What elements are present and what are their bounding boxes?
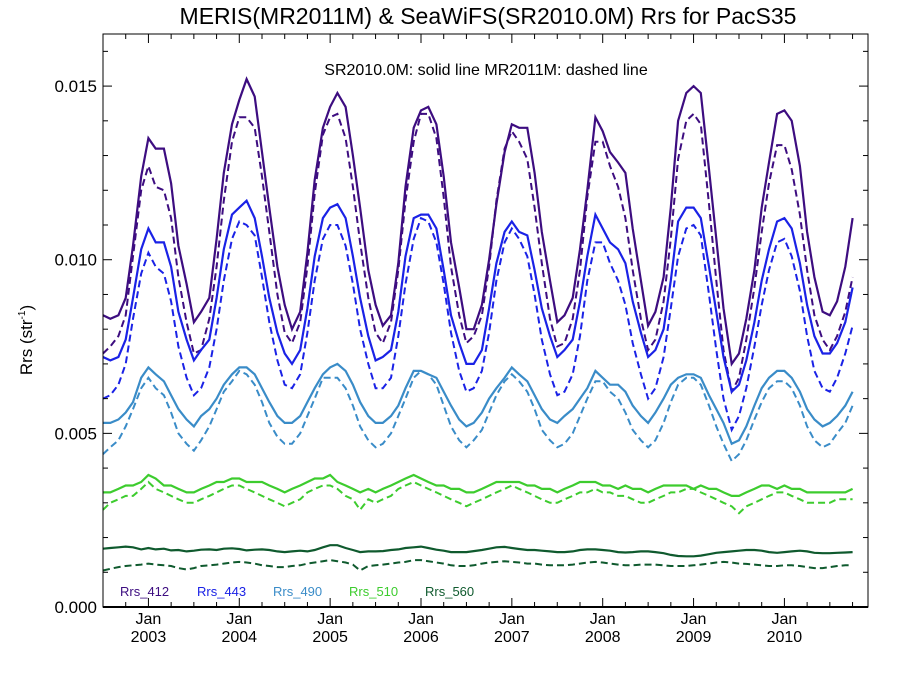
x-tick-label-month: Jan <box>772 611 798 628</box>
series-line-rrs-490-solid <box>103 362 854 446</box>
x-tick-label-year: 2009 <box>676 629 712 646</box>
legend-entry-rrs-490: Rrs_490 <box>273 584 322 599</box>
x-tick-label-year: 2003 <box>131 629 167 646</box>
series-line-rrs-443-dashed <box>102 216 854 433</box>
x-tick-label-month: Jan <box>226 611 252 628</box>
chart-title: MERIS(MR2011M) & SeaWiFS(SR2010.0M) Rrs … <box>180 3 797 29</box>
series-line-rrs-560-solid <box>102 544 853 558</box>
x-tick-label-month: Jan <box>408 611 434 628</box>
x-tick-label-month: Jan <box>590 611 616 628</box>
y-tick-label: 0.015 <box>54 77 97 96</box>
y-tick-label: 0.010 <box>54 251 97 270</box>
y-tick-label: 0.000 <box>54 598 97 617</box>
x-tick-label-month: Jan <box>136 611 162 628</box>
chart-subtitle: SR2010.0M: solid line MR2011M: dashed li… <box>324 62 648 79</box>
x-tick-label-month: Jan <box>317 611 343 628</box>
plot-frame <box>102 33 869 608</box>
series-line-rrs-510-dashed <box>102 480 853 515</box>
x-tick-label-month: Jan <box>499 611 525 628</box>
series-line-rrs-443-solid <box>102 198 854 394</box>
x-tick-label-month: Jan <box>681 611 707 628</box>
legend-entry-rrs-443: Rrs_443 <box>197 584 246 599</box>
x-tick-label-year: 2006 <box>403 629 439 646</box>
x-tick-label-year: 2010 <box>767 629 803 646</box>
series-line-rrs-412-solid <box>102 76 854 367</box>
x-tick-label-year: 2007 <box>494 629 530 646</box>
y-axis-label-end: ) <box>17 305 36 311</box>
y-axis-label-main: Rrs (str <box>17 319 36 375</box>
legend-entry-rrs-510: Rrs_510 <box>349 584 398 599</box>
y-axis-label: Rrs (str-1) <box>17 305 36 375</box>
legend-entry-rrs-412: Rrs_412 <box>120 584 169 599</box>
series-line-rrs-510-solid <box>103 473 854 497</box>
legend-entry-rrs-560: Rrs_560 <box>425 584 474 599</box>
x-tick-label-year: 2008 <box>585 629 621 646</box>
x-tick-label-year: 2005 <box>312 629 348 646</box>
y-tick-label: 0.005 <box>54 424 97 443</box>
plot-area: 0.0000.0050.0100.015Jan2003Jan2004Jan200… <box>54 33 869 646</box>
x-tick-label-year: 2004 <box>221 629 257 646</box>
series-line-rrs-560-dashed <box>102 559 853 572</box>
y-axis-label-superscript: -1 <box>17 310 28 319</box>
